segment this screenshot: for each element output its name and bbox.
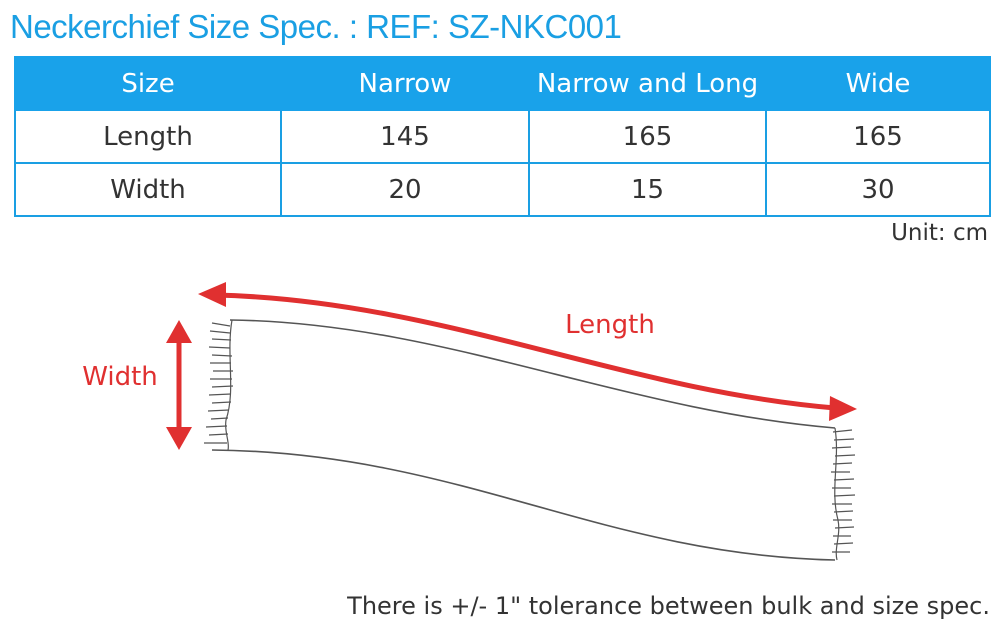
scarf-bottom-edge — [211, 449, 836, 561]
header-narrow-and-long: Narrow and Long — [528, 56, 767, 111]
page-title: Neckerchief Size Spec. : REF: SZ-NKC001 — [10, 8, 622, 45]
header-wide: Wide — [765, 56, 991, 111]
right-fringe — [831, 427, 856, 561]
width-arrow-bottom-head — [166, 427, 192, 450]
row-label-length: Length — [14, 109, 282, 164]
table-header-row: Size Narrow Narrow and Long Wide — [14, 56, 991, 111]
cell-length-narrow: 145 — [280, 109, 530, 164]
length-arrow-left-head — [198, 282, 226, 307]
length-label: Length — [565, 310, 655, 340]
length-arrow-right-head — [829, 396, 857, 421]
header-narrow: Narrow — [280, 56, 530, 111]
cell-width-wide: 30 — [765, 162, 991, 217]
header-size: Size — [14, 56, 282, 111]
unit-label: Unit: cm — [891, 220, 988, 246]
tolerance-note: There is +/- 1" tolerance between bulk a… — [347, 592, 990, 620]
table-row: Length 145 165 165 — [14, 109, 991, 164]
cell-width-narrow: 20 — [280, 162, 530, 217]
left-fringe — [204, 319, 234, 451]
length-arrow-line — [214, 292, 836, 411]
width-label: Width — [82, 362, 158, 392]
cell-width-narrow-and-long: 15 — [528, 162, 767, 217]
cell-length-narrow-and-long: 165 — [528, 109, 767, 164]
scarf-top-edge — [229, 319, 836, 429]
width-arrow-top-head — [166, 320, 192, 343]
size-spec-table: Size Narrow Narrow and Long Wide Length … — [14, 56, 991, 217]
row-label-width: Width — [14, 162, 282, 217]
cell-length-wide: 165 — [765, 109, 991, 164]
table-row: Width 20 15 30 — [14, 162, 991, 217]
